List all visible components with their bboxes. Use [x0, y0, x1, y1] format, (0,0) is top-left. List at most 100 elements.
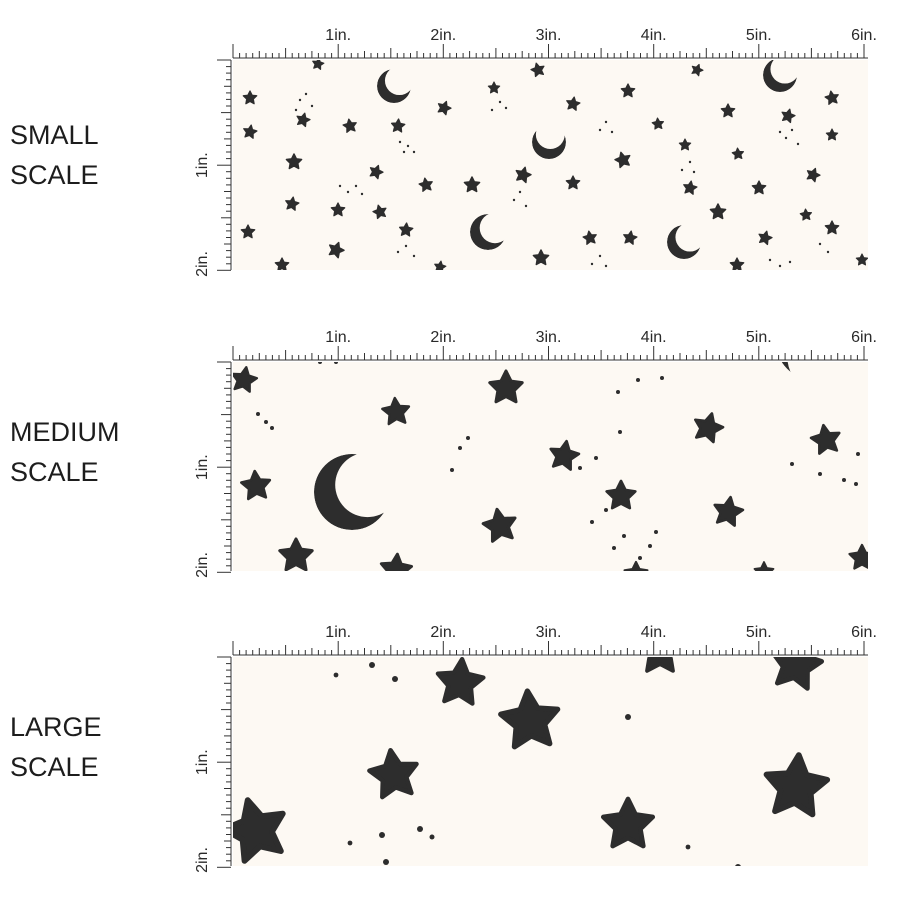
star-icon	[398, 222, 414, 237]
ruler-label-top: 6in.	[851, 624, 877, 641]
ruler-label-side: 2in.	[194, 552, 211, 578]
dot	[818, 242, 822, 246]
ruler-label-top: 5in.	[746, 27, 772, 44]
dot	[826, 250, 830, 254]
dot	[334, 362, 338, 364]
scale-label-line1: LARGE	[10, 712, 102, 742]
star-icon	[278, 537, 314, 571]
star-icon	[855, 253, 868, 266]
dot	[270, 426, 274, 430]
star-icon	[418, 177, 433, 192]
dot	[790, 462, 794, 466]
dot	[383, 859, 389, 865]
dot	[790, 128, 794, 132]
scale-label-medium: MEDIUM SCALE	[10, 412, 170, 492]
star-icon	[296, 112, 311, 128]
dot	[636, 378, 640, 382]
dot	[768, 258, 772, 262]
star-icon	[233, 797, 286, 864]
star-icon	[330, 202, 346, 217]
star-icon	[781, 108, 796, 124]
panel-small-scale: SMALL SCALE 1in. 2in. 3in. 4in. 5in. 6in. 1in.…	[0, 0, 900, 290]
dot	[379, 832, 385, 838]
dot	[638, 556, 642, 560]
ruler-label-top: 1in.	[325, 329, 351, 346]
star-icon	[369, 164, 384, 180]
dot	[338, 184, 342, 188]
star-icon	[806, 167, 821, 183]
star-icon	[809, 423, 841, 455]
dot	[604, 120, 608, 124]
star-icon	[515, 166, 532, 184]
ruler-label-top: 2in.	[430, 624, 456, 641]
dot	[578, 466, 582, 470]
star-icon	[367, 747, 419, 800]
dot	[842, 478, 846, 482]
dot	[856, 452, 860, 456]
dot	[654, 530, 658, 534]
dot	[450, 468, 454, 472]
dot	[648, 544, 652, 548]
dot	[594, 456, 598, 460]
star-icon	[709, 203, 727, 220]
crescent-moon-icon	[667, 225, 701, 259]
star-icon	[243, 124, 258, 139]
ruler-label-top: 5in.	[746, 624, 772, 641]
star-icon	[678, 138, 692, 151]
dot	[688, 160, 692, 164]
dot	[294, 108, 298, 112]
star-icon	[379, 552, 414, 571]
ruler-label-top: 1in.	[325, 27, 351, 44]
dot	[412, 150, 416, 154]
dot	[354, 184, 358, 188]
ruler-label-top: 6in.	[851, 27, 877, 44]
dot	[590, 262, 594, 266]
star-icon	[312, 60, 325, 70]
dot	[490, 108, 494, 112]
dot	[458, 446, 462, 450]
dot	[818, 472, 822, 476]
crescent-moon-icon	[470, 214, 506, 250]
scale-label-small: SMALL SCALE	[10, 115, 170, 195]
fabric-background	[233, 657, 868, 866]
dot	[784, 136, 788, 140]
star-icon	[614, 151, 631, 169]
dot	[604, 264, 608, 268]
star-icon	[824, 220, 840, 235]
dot	[402, 150, 406, 154]
star-icon	[381, 396, 411, 426]
ruler-label-top: 3in.	[536, 329, 562, 346]
ruler-label-side: 1in.	[194, 454, 211, 480]
fabric-swatch-medium: 1in. 2in. 3in. 4in. 5in. 6in. 1in. 2in.	[194, 329, 877, 578]
star-icon	[549, 439, 581, 471]
star-icon	[487, 81, 501, 94]
dot	[304, 92, 308, 96]
star-icon	[600, 796, 656, 849]
dot	[504, 106, 508, 110]
dot	[598, 254, 602, 258]
dot	[466, 436, 470, 440]
star-icon	[582, 230, 597, 245]
crescent-moon-icon	[314, 454, 390, 530]
star-icon	[694, 412, 725, 444]
star-icon	[691, 63, 704, 77]
fabric-swatch-large: 1in. 2in. 3in. 4in. 5in. 6in. 1in. 2in.	[194, 624, 877, 873]
star-icon	[758, 230, 773, 246]
star-icon	[713, 495, 745, 527]
panel-medium-scale: MEDIUM SCALE 1in. 2in. 3in. 4in. 5in. 6in. 1in…	[0, 300, 900, 590]
star-icon	[435, 657, 486, 706]
star-icon	[481, 507, 517, 543]
dot	[854, 482, 858, 486]
dot	[369, 662, 375, 668]
crescent-moon-icon	[377, 69, 411, 103]
scale-label-line2: SCALE	[10, 160, 99, 190]
dot	[796, 142, 800, 146]
star-icon	[645, 657, 675, 673]
ruler-label-top: 2in.	[430, 27, 456, 44]
dot	[788, 260, 792, 264]
crescent-moon-icon	[532, 125, 566, 159]
dot	[660, 376, 664, 380]
dot	[735, 864, 741, 866]
star-icon	[274, 257, 290, 270]
dot	[604, 508, 608, 512]
